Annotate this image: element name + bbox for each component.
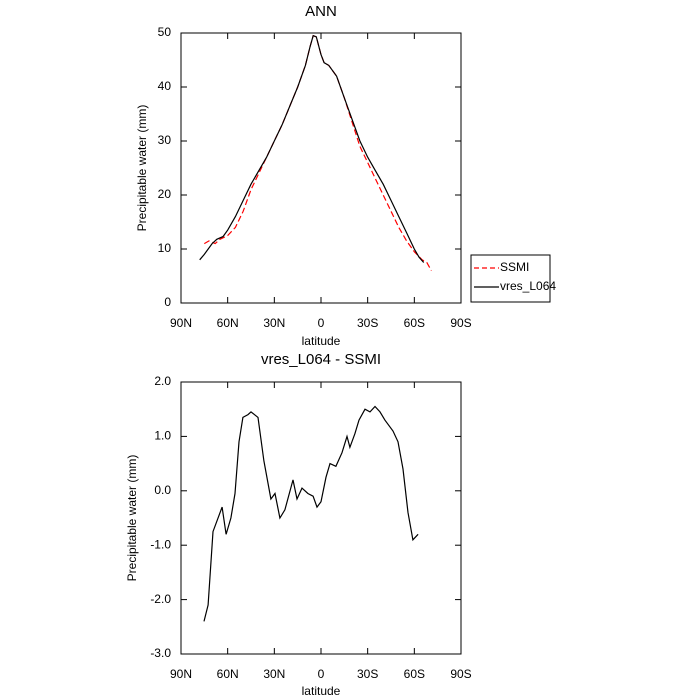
x-tick-label: 60N — [217, 316, 239, 330]
x-axis-label: latitude — [302, 334, 341, 348]
y-axis-label: Precipitable water (mm) — [135, 105, 149, 232]
x-tick-label: 30N — [263, 667, 285, 681]
data-line — [204, 34, 432, 271]
x-tick-label: 30N — [263, 316, 285, 330]
x-tick-label: 90S — [450, 667, 471, 681]
y-tick-label: 30 — [158, 133, 172, 147]
x-axis-label: latitude — [302, 684, 341, 698]
plot-frame — [180, 32, 462, 304]
y-tick-label: 10 — [158, 241, 172, 255]
y-tick-label: 0 — [164, 295, 171, 309]
y-axis-label: Precipitable water (mm) — [125, 455, 139, 582]
y-tick-label: 0.0 — [154, 483, 171, 497]
legend-box — [470, 254, 551, 303]
x-tick-label: 90N — [170, 667, 192, 681]
data-line — [199, 34, 425, 263]
chart-title: ANN — [305, 3, 337, 20]
data-line — [203, 405, 419, 622]
plot-frame — [180, 381, 462, 655]
x-tick-label: 0 — [318, 667, 325, 681]
y-tick-label: 40 — [158, 79, 172, 93]
chart-title: vres_L064 - SSMI — [261, 351, 381, 368]
y-tick-label: -2.0 — [150, 592, 171, 606]
x-tick-label: 60N — [217, 667, 239, 681]
legend-label: SSMI — [500, 260, 529, 274]
x-tick-label: 30S — [357, 667, 378, 681]
legend-label: vres_L064 — [500, 279, 556, 293]
y-tick-label: 20 — [158, 187, 172, 201]
x-tick-label: 60S — [404, 316, 425, 330]
x-tick-label: 90N — [170, 316, 192, 330]
x-tick-label: 60S — [404, 667, 425, 681]
x-tick-label: 30S — [357, 316, 378, 330]
x-tick-label: 90S — [450, 316, 471, 330]
y-tick-label: -1.0 — [150, 537, 171, 551]
y-tick-label: 2.0 — [154, 374, 171, 388]
y-tick-label: 1.0 — [154, 429, 171, 443]
y-tick-label: -3.0 — [150, 646, 171, 660]
x-tick-label: 0 — [318, 316, 325, 330]
y-tick-label: 50 — [158, 25, 172, 39]
